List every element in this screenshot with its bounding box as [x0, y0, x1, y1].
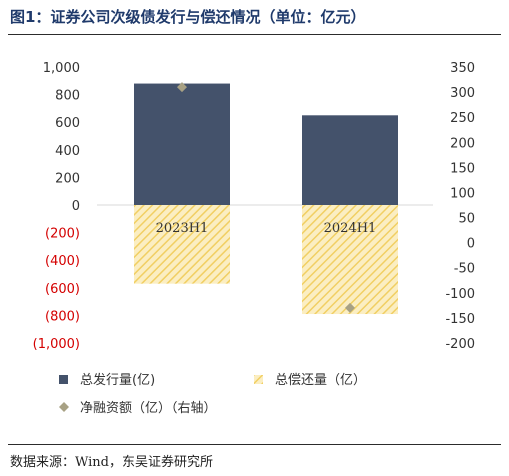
left-axis-tick-label: 1,000 [43, 61, 80, 76]
category-label: 2024H1 [324, 221, 377, 236]
left-axis-tick-label: (800) [45, 309, 80, 324]
category-label: 2023H1 [156, 221, 209, 236]
repay-bar [302, 205, 398, 315]
left-axis-tick-label: (1,000) [33, 337, 80, 352]
right-axis-tick-label: -150 [445, 312, 475, 327]
chart-title: 图1：证券公司次级债发行与偿还情况（单位：亿元） [10, 8, 366, 26]
left-axis-tick-label: 0 [72, 199, 80, 214]
right-axis-tick-label: -100 [445, 287, 475, 302]
right-axis-tick-label: 150 [450, 161, 475, 176]
left-axis-tick-label: 200 [55, 171, 80, 186]
repay-bar [134, 205, 230, 284]
issuance-repayment-chart: 1,000 800 600 400 200 0 (200) (400) (600) (800) (1… [33, 61, 475, 416]
right-axis-tick-label: -200 [445, 337, 475, 352]
net-financing-marker [345, 302, 355, 313]
right-axis-tick-label: 0 [467, 237, 475, 252]
left-axis-tick-label: 600 [55, 116, 80, 131]
left-axis-tick-label: (600) [45, 282, 80, 297]
right-axis-tick-label: 250 [450, 111, 475, 126]
source-note: 数据来源：Wind，东吴证券研究所 [10, 455, 213, 470]
legend-label-issue: 总发行量(亿) [80, 372, 155, 388]
left-axis-tick-label: (200) [45, 227, 80, 242]
title-rule [8, 34, 501, 35]
right-axis-tick-label: 50 [458, 212, 475, 227]
issue-bar [302, 115, 398, 205]
footer-rule [8, 444, 501, 445]
right-axis-tick-label: 100 [450, 186, 475, 201]
issue-bar [134, 83, 230, 205]
left-axis-tick-label: 800 [55, 89, 80, 104]
right-axis-tick-label: 300 [450, 86, 475, 101]
legend-swatch-repay [254, 375, 263, 384]
right-axis-tick-label: 350 [450, 61, 475, 76]
right-axis-tick-label: -50 [454, 262, 475, 277]
left-axis-tick-label: (400) [45, 254, 80, 269]
legend-swatch-issue [59, 375, 68, 384]
legend-label-net: 净融资额（亿）（右轴） [80, 401, 217, 416]
left-axis-tick-label: 400 [55, 144, 80, 159]
net-financing-marker [177, 82, 187, 93]
legend-swatch-net [59, 402, 69, 412]
legend-label-repay: 总偿还量（亿） [275, 373, 366, 388]
right-axis-tick-label: 200 [450, 136, 475, 151]
